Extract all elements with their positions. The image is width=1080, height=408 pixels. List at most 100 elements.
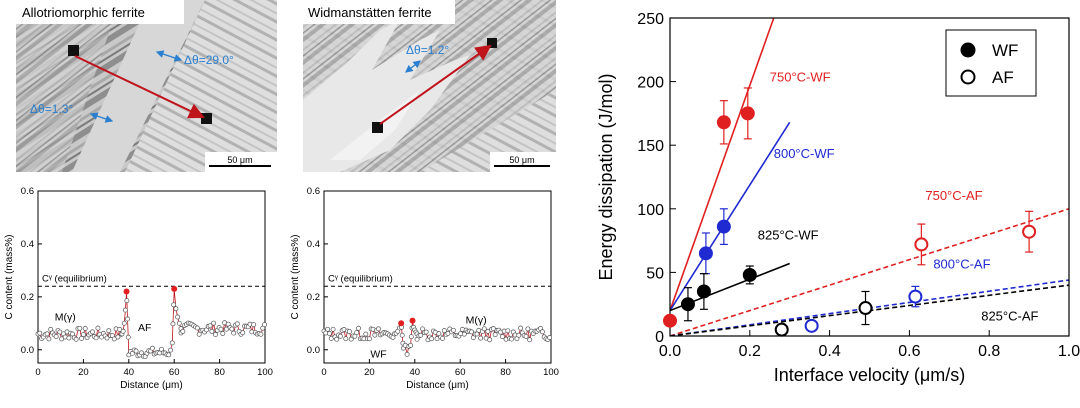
x-tick-label: 40 xyxy=(124,367,135,378)
profile-point xyxy=(37,330,43,336)
data-point xyxy=(696,284,711,299)
data-point xyxy=(698,246,713,261)
scan-line-arrow-2 xyxy=(379,44,492,125)
profile-point xyxy=(169,340,175,346)
profile-point xyxy=(547,335,553,341)
profile-point xyxy=(90,329,95,335)
y-tick-label: 0 xyxy=(655,329,664,346)
profile-point xyxy=(440,335,445,341)
micrograph-title-bg-1 xyxy=(16,0,184,24)
profile-point xyxy=(44,331,50,337)
fit-line xyxy=(670,18,775,311)
plot-frame xyxy=(37,190,266,364)
profile-point xyxy=(176,320,182,326)
profile-point xyxy=(77,325,83,331)
series-label: 750°C-AF xyxy=(925,188,982,203)
profile-point xyxy=(461,331,467,337)
y-tick-label: 0.4 xyxy=(21,239,34,250)
phase-annotation: WF xyxy=(370,349,386,361)
profile-point xyxy=(478,335,484,341)
profile-point xyxy=(115,334,121,340)
x-tick-label: 20 xyxy=(78,367,89,378)
interface-peak-point xyxy=(171,285,178,292)
profile-point xyxy=(234,321,240,327)
profile-point xyxy=(207,323,213,329)
misorientation-label-2: Δθ=1.3° xyxy=(30,102,73,116)
profile-point xyxy=(450,327,456,333)
indent-mark xyxy=(201,113,212,124)
profile-point xyxy=(166,352,172,358)
profile-point xyxy=(354,330,360,336)
misorientation-arrow xyxy=(404,60,422,73)
profile-point xyxy=(251,322,257,328)
x-tick-label: 0.8 xyxy=(978,343,1000,360)
indent-mark xyxy=(487,38,497,48)
x-tick-label: 100 xyxy=(543,367,559,378)
micrograph-title-bg-2 xyxy=(303,0,455,24)
interface-peak-point xyxy=(398,320,405,327)
micrograph-widmanstatten xyxy=(303,0,556,172)
series-label: 825°C-WF xyxy=(758,227,819,242)
x-axis-label: Distance (μm) xyxy=(406,380,468,391)
y-tick-label: 0.2 xyxy=(21,292,34,303)
profile-point xyxy=(262,322,267,328)
data-point xyxy=(908,289,923,304)
x-tick-label: 60 xyxy=(455,367,466,378)
equilibrium-label: Cᵞ (equilibrium) xyxy=(328,273,393,284)
x-tick-label: 0.6 xyxy=(898,343,920,360)
profile-point xyxy=(481,326,487,332)
profile-point xyxy=(211,320,217,326)
x-axis-label: Distance (μm) xyxy=(120,380,182,391)
profile-point xyxy=(180,328,186,334)
data-point xyxy=(716,219,731,234)
profile-point xyxy=(220,331,226,336)
y-tick-label: 100 xyxy=(637,202,664,219)
profile-point xyxy=(125,316,131,322)
scan-line-arrow-1 xyxy=(74,55,205,119)
legend-label: WF xyxy=(992,41,1018,60)
profile-point xyxy=(539,329,545,335)
misorientation-label-3: Δθ=1.2° xyxy=(406,43,449,57)
phase-annotation: M(γ) xyxy=(466,314,487,326)
profile-point xyxy=(46,336,52,342)
carbon-profile-chart-af: 0 20 40 60 80 100 0.0 0.2 0.4 0.6 Distance (μm) C c… xyxy=(4,186,273,391)
y-tick-label: 0.2 xyxy=(307,292,320,303)
series-label: 800°C-AF xyxy=(933,257,990,272)
micrograph-title-2: Widmanstätten ferrite xyxy=(308,5,432,20)
misorientation-arrow xyxy=(155,50,183,62)
profile-point xyxy=(441,328,447,334)
x-tick-label: 20 xyxy=(364,367,375,378)
profile-point xyxy=(499,334,505,340)
y-tick-label: 0.6 xyxy=(21,186,34,197)
profile-point xyxy=(240,330,246,336)
profile-point xyxy=(53,334,59,339)
x-tick-label: 0 xyxy=(321,367,326,378)
profile-point xyxy=(213,332,218,337)
profile-point xyxy=(356,325,361,331)
profile-point xyxy=(330,326,336,332)
profile-point xyxy=(168,347,174,353)
profile-point xyxy=(104,335,110,341)
profile-point xyxy=(209,328,215,334)
profile-point xyxy=(523,333,529,339)
y-tick-label: 150 xyxy=(637,138,664,155)
profile-point xyxy=(149,345,155,351)
profile-point xyxy=(399,332,405,338)
profile-point xyxy=(334,336,340,342)
misorientation-arrow xyxy=(89,112,114,123)
indent-mark xyxy=(372,122,383,133)
y-tick-label: 0.6 xyxy=(307,186,320,197)
y-tick-label: 200 xyxy=(637,75,664,92)
profile-point xyxy=(469,329,474,335)
data-point xyxy=(774,322,789,337)
fit-line xyxy=(670,121,791,311)
scale-bar-label-1: 50 μm xyxy=(227,155,252,165)
profile-point xyxy=(423,329,429,335)
profile-point xyxy=(194,325,200,331)
x-axis-label: Interface velocity (μm/s) xyxy=(774,365,965,385)
legend-box xyxy=(945,29,1037,97)
interface-peak-point xyxy=(409,317,416,324)
x-tick-label: 0.0 xyxy=(659,343,681,360)
profile-point xyxy=(527,337,533,343)
profile-point xyxy=(418,332,424,338)
